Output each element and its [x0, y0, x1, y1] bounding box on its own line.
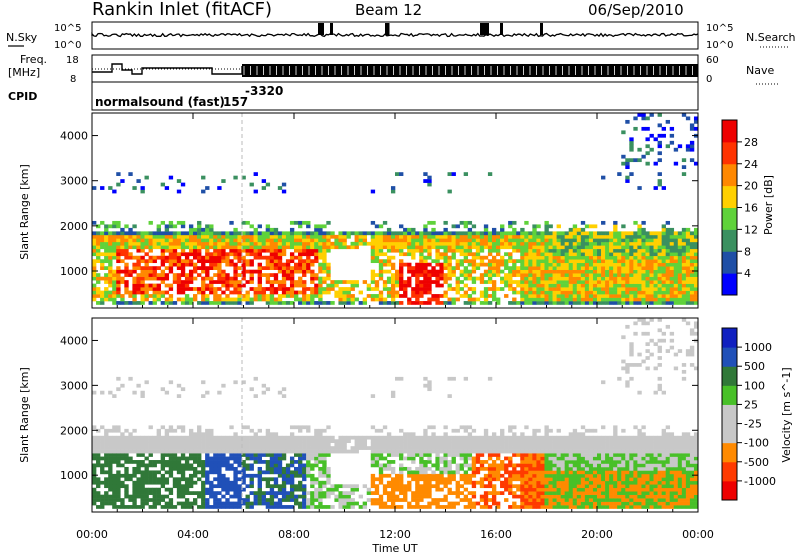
power-cbar-tick-4: 12 [744, 223, 758, 236]
velocity-cbar-tick-5: -100 [744, 437, 769, 450]
freq-tick-bottom: 8 [70, 74, 76, 85]
velocity-cbar-tick-0: 1000 [744, 341, 772, 354]
freq-unit: [MHz] [8, 66, 40, 79]
xtick-4: 16:00 [480, 528, 512, 541]
sky-tick-bottom: 10^0 [54, 40, 81, 51]
freq-tick-top: 18 [66, 55, 79, 66]
velocity-cbar-tick-3: 25 [744, 398, 758, 411]
nave-label: Nave [746, 64, 774, 77]
station-title: Rankin Inlet (fitACF) [92, 0, 272, 20]
velocity-ytick-3: 1000 [60, 469, 88, 482]
search-tick-top: 10^5 [706, 23, 733, 34]
xtick-3: 12:00 [379, 528, 411, 541]
power-colorbar: 28 24 20 16 12 8 4 Power [dB] [721, 119, 775, 296]
velocity-ytick-1: 3000 [60, 379, 88, 392]
xtick-2: 08:00 [278, 528, 310, 541]
cpid-mode: normalsound (fast) [95, 95, 225, 109]
power-ytick-1: 3000 [60, 175, 88, 188]
power-cbar-tick-0: 28 [744, 136, 758, 149]
cpid-id-a: 157 [223, 95, 248, 109]
cpid-id-b: -3320 [245, 84, 283, 98]
power-ytick-0: 4000 [60, 130, 88, 143]
velocity-cbar-tick-6: -500 [744, 456, 769, 469]
xtick-5: 20:00 [581, 528, 613, 541]
power-panel: 4000 3000 2000 1000 Slant Range [km] [18, 112, 699, 309]
power-ytick-2: 2000 [60, 220, 88, 233]
xtick-0: 00:00 [76, 528, 108, 541]
velocity-panel: 4000 3000 2000 1000 00:00 04:00 08:00 12:00 16:… [18, 113, 714, 554]
date-label: 06/Sep/2010 [588, 1, 684, 19]
cpid-label: CPID [8, 90, 37, 103]
sky-noise-label: N.Sky [6, 31, 38, 44]
velocity-cbar-tick-7: -1000 [744, 475, 776, 488]
power-ytick-3: 1000 [60, 265, 88, 278]
power-cbar-tick-5: 8 [744, 245, 751, 258]
freq-nave-panel: Freq. [MHz] 18 8 60 0 Nave [8, 53, 780, 85]
velocity-cbar-tick-2: 100 [744, 379, 765, 392]
power-cbar-tick-1: 24 [744, 158, 758, 171]
xtick-1: 04:00 [177, 528, 209, 541]
xtick-6: 00:00 [682, 528, 714, 541]
search-tick-bottom: 10^0 [706, 40, 733, 51]
velocity-ytick-2: 2000 [60, 424, 88, 437]
velocity-colorbar-label: Velocity [m s^-1] [780, 367, 793, 462]
nave-tick-top: 60 [706, 55, 719, 66]
sky-noise-panel: N.Sky 10^5 10^0 10^5 10^0 N.Search [6, 21, 796, 51]
sky-tick-top: 10^5 [54, 23, 81, 34]
power-cbar-tick-3: 16 [744, 202, 758, 215]
power-cbar-tick-6: 4 [744, 267, 751, 280]
power-cbar-tick-2: 20 [744, 180, 758, 193]
cpid-row: CPID normalsound (fast) 157 -3320 [8, 81, 699, 111]
power-ylabel: Slant Range [km] [18, 164, 31, 260]
x-axis-label: Time UT [371, 542, 417, 554]
velocity-cbar-tick-4: -25 [744, 418, 762, 431]
nave-tick-bottom: 0 [706, 74, 712, 85]
beam-label: Beam 12 [355, 1, 422, 19]
velocity-cbar-tick-1: 500 [744, 360, 765, 373]
velocity-ylabel: Slant Range [km] [18, 367, 31, 463]
search-noise-label: N.Search [746, 31, 796, 44]
velocity-ytick-0: 4000 [60, 334, 88, 347]
velocity-colorbar: 1000 500 100 25 -25 -100 -500 -1000 Velocity [m… [721, 327, 793, 501]
freq-label: Freq. [20, 53, 47, 66]
power-colorbar-label: Power [dB] [762, 175, 775, 235]
